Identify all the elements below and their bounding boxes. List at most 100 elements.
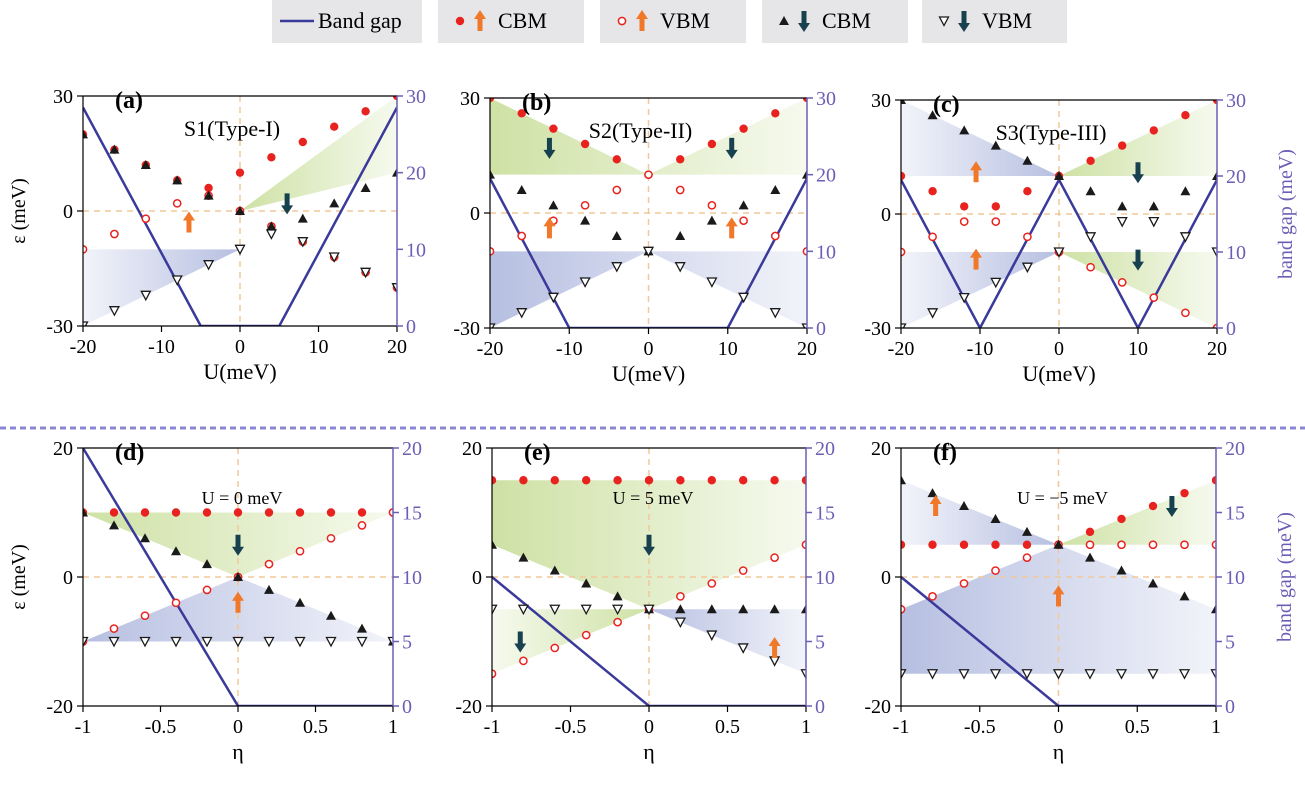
point-down-vbm	[738, 292, 750, 304]
legend-marker	[938, 16, 950, 27]
point-up-vbm	[801, 540, 806, 550]
point-down-cbm	[580, 215, 591, 225]
point-down-vbm	[1210, 669, 1216, 680]
point-down-cbm	[1148, 578, 1158, 588]
point-up-cbm	[644, 476, 654, 485]
point-up-vbm	[1181, 308, 1190, 318]
spin-down-arrow-icon	[725, 137, 738, 159]
point-up-cbm	[928, 540, 937, 549]
x-tick-label: 20	[797, 338, 817, 360]
y2-tick-label: 15	[1225, 503, 1245, 525]
plot-area	[490, 98, 807, 328]
panel-label: (b)	[522, 90, 551, 116]
y2-tick-label: 10	[406, 239, 426, 261]
point-up-cbm	[140, 508, 150, 517]
point-up-vbm	[928, 232, 937, 242]
point-down-cbm	[83, 507, 88, 517]
point-down-vbm	[549, 604, 561, 616]
point-down-vbm	[140, 290, 152, 302]
point-down-cbm	[109, 144, 120, 154]
point-down-vbm	[328, 252, 340, 263]
panel-annotation: S2(Type-II)	[589, 118, 693, 143]
point-down-cbm	[1179, 591, 1190, 601]
blue-shade-region	[649, 609, 806, 674]
y2-axis-label: band gap (meV)	[1274, 512, 1296, 642]
point-down-cbm	[1117, 201, 1128, 211]
legend-marker	[455, 16, 465, 26]
point-up-cbm	[264, 508, 274, 517]
band-gap-line	[83, 448, 393, 706]
point-up-cbm	[960, 202, 969, 211]
point-up-cbm	[361, 107, 370, 116]
point-up-cbm	[928, 187, 937, 196]
x-tick-label: 0	[1054, 716, 1064, 738]
point-up-vbm	[959, 217, 969, 226]
x-tick-label: 0.5	[715, 716, 740, 738]
point-up-cbm	[1118, 141, 1127, 150]
point-up-vbm	[517, 231, 527, 241]
point-up-vbm	[1180, 540, 1189, 550]
spin-down-arrow-icon	[232, 534, 244, 556]
y2-tick-label: 0	[406, 316, 416, 338]
point-down-vbm	[265, 229, 277, 240]
point-up-cbm	[492, 476, 497, 485]
y-tick-label: -20	[455, 696, 482, 718]
point-up-cbm	[267, 153, 276, 162]
chart-panel-e: -1 -0.5 0 0.5 1 -20 0 20 0 5 10 15 20 η (e) U = 5 meV	[455, 438, 835, 764]
point-up-cbm	[707, 476, 716, 485]
plot-area	[901, 100, 1217, 328]
spin-up-arrow-icon	[768, 636, 781, 658]
point-down-cbm	[581, 578, 592, 588]
x-tick-label: 10	[309, 336, 329, 358]
point-down-vbm	[387, 636, 393, 648]
point-down-cbm	[769, 604, 780, 614]
spin-down-arrow-icon	[1132, 249, 1144, 271]
point-down-cbm	[801, 604, 806, 614]
point-down-cbm	[738, 604, 749, 614]
point-down-cbm	[264, 584, 274, 594]
y-tick-label: -20	[864, 696, 891, 718]
point-up-vbm	[490, 246, 495, 256]
x-tick-label: -1	[484, 716, 501, 738]
point-down-cbm	[706, 604, 717, 614]
point-up-cbm	[801, 476, 806, 485]
point-down-vbm	[1053, 247, 1065, 258]
point-down-vbm	[706, 630, 718, 641]
point-down-cbm	[297, 213, 308, 223]
x-tick-label: 10	[1128, 338, 1148, 360]
point-down-cbm	[901, 100, 906, 104]
panel-annotation: U = −5 meV	[1017, 488, 1108, 508]
point-down-cbm	[990, 140, 1001, 150]
y-tick-label: 30	[53, 86, 73, 108]
y2-tick-label: 10	[816, 241, 836, 263]
point-up-vbm	[612, 185, 622, 195]
panel-annotation: U = 5 meV	[613, 488, 694, 508]
spin-up-arrow-icon	[182, 211, 195, 233]
y2-tick-label: 30	[1226, 90, 1246, 112]
point-down-vbm	[901, 669, 907, 680]
point-up-vbm	[959, 579, 969, 588]
point-down-cbm	[492, 539, 497, 549]
panel-label: (a)	[115, 88, 143, 114]
band-gap-line	[490, 177, 807, 328]
point-down-cbm	[326, 610, 336, 620]
y2-tick-label: 5	[815, 632, 825, 654]
point-down-cbm	[518, 552, 529, 562]
x-tick-label: 0.5	[1125, 716, 1150, 738]
point-down-vbm	[643, 604, 655, 616]
point-up-cbm	[901, 540, 906, 549]
point-up-cbm	[612, 155, 621, 164]
y-axis-label: ε (meV)	[8, 178, 30, 244]
x-tick-label: 0	[644, 716, 654, 738]
point-up-cbm	[1211, 476, 1216, 485]
point-down-cbm	[109, 520, 119, 530]
point-up-vbm	[295, 546, 305, 556]
point-down-cbm	[706, 215, 717, 225]
point-down-cbm	[927, 488, 938, 498]
x-tick-label: 20	[1207, 338, 1227, 360]
x-tick-label: 1	[1211, 716, 1221, 738]
point-down-vbm	[1116, 216, 1128, 228]
point-up-cbm	[330, 122, 339, 131]
